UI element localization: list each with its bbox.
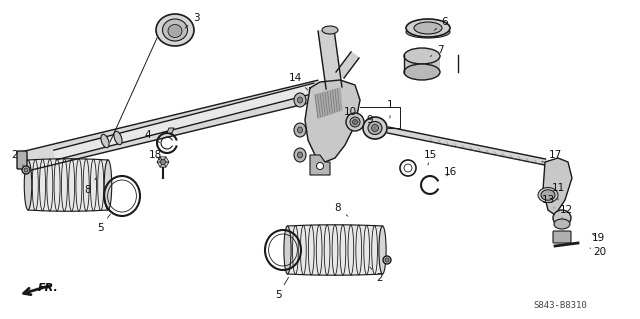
Ellipse shape <box>379 226 386 274</box>
Text: 8: 8 <box>335 203 348 216</box>
Polygon shape <box>160 162 166 167</box>
Text: 11: 11 <box>552 183 564 200</box>
Polygon shape <box>318 29 342 89</box>
Polygon shape <box>54 83 316 160</box>
Polygon shape <box>387 127 545 165</box>
Text: 13: 13 <box>541 195 555 208</box>
Text: 5: 5 <box>97 214 110 233</box>
Ellipse shape <box>353 120 358 124</box>
Polygon shape <box>163 162 169 167</box>
Ellipse shape <box>404 64 440 80</box>
Polygon shape <box>160 157 166 162</box>
Ellipse shape <box>406 19 450 37</box>
Ellipse shape <box>24 160 32 210</box>
Text: 9: 9 <box>367 115 375 128</box>
Ellipse shape <box>404 48 440 64</box>
Polygon shape <box>315 88 342 118</box>
Text: S843-B8310: S843-B8310 <box>533 300 587 309</box>
Ellipse shape <box>284 226 291 274</box>
Ellipse shape <box>371 124 378 131</box>
Ellipse shape <box>114 131 122 145</box>
Ellipse shape <box>294 93 306 107</box>
Polygon shape <box>163 157 169 162</box>
Ellipse shape <box>24 168 28 172</box>
Text: 16: 16 <box>444 167 456 177</box>
Ellipse shape <box>406 26 450 38</box>
Ellipse shape <box>363 117 387 139</box>
Ellipse shape <box>298 97 303 103</box>
Text: 2: 2 <box>370 267 383 283</box>
Ellipse shape <box>541 190 555 200</box>
Polygon shape <box>157 162 163 167</box>
Bar <box>404 54 440 72</box>
Ellipse shape <box>383 256 391 264</box>
Polygon shape <box>305 80 360 162</box>
Text: 10: 10 <box>344 107 358 122</box>
Ellipse shape <box>298 127 303 133</box>
Ellipse shape <box>298 152 303 158</box>
Polygon shape <box>543 158 572 215</box>
Text: 6: 6 <box>434 17 448 30</box>
Ellipse shape <box>22 166 30 174</box>
Ellipse shape <box>294 123 306 137</box>
Text: FR.: FR. <box>38 283 59 293</box>
FancyBboxPatch shape <box>17 151 27 169</box>
Text: 7: 7 <box>430 45 444 56</box>
Ellipse shape <box>317 162 323 169</box>
Ellipse shape <box>346 113 364 131</box>
Text: 17: 17 <box>542 150 562 162</box>
FancyBboxPatch shape <box>553 231 571 243</box>
Text: 4: 4 <box>145 130 159 143</box>
Ellipse shape <box>168 25 182 38</box>
Text: 18: 18 <box>148 150 162 160</box>
Ellipse shape <box>368 122 382 135</box>
Text: 20: 20 <box>590 247 607 257</box>
Text: 5: 5 <box>275 278 289 300</box>
Polygon shape <box>167 128 174 133</box>
Text: 1: 1 <box>387 100 394 118</box>
Ellipse shape <box>350 117 360 127</box>
Text: 8: 8 <box>84 178 96 195</box>
Text: 2: 2 <box>12 150 23 166</box>
Text: 15: 15 <box>424 150 436 165</box>
Ellipse shape <box>156 14 194 46</box>
Polygon shape <box>20 80 323 172</box>
Polygon shape <box>157 157 163 162</box>
Text: 19: 19 <box>591 233 605 243</box>
Ellipse shape <box>385 258 389 262</box>
Ellipse shape <box>163 19 188 41</box>
Polygon shape <box>287 225 383 275</box>
Ellipse shape <box>104 160 112 210</box>
Ellipse shape <box>538 188 558 203</box>
Polygon shape <box>310 155 330 175</box>
Polygon shape <box>336 52 359 78</box>
Ellipse shape <box>322 26 338 34</box>
Polygon shape <box>28 159 108 211</box>
Text: 3: 3 <box>185 13 199 28</box>
Ellipse shape <box>101 134 109 148</box>
Ellipse shape <box>161 160 166 165</box>
Ellipse shape <box>554 219 570 229</box>
Ellipse shape <box>294 148 306 162</box>
Text: 12: 12 <box>559 205 573 218</box>
Ellipse shape <box>414 22 442 34</box>
Ellipse shape <box>553 210 571 226</box>
Text: 14: 14 <box>289 73 308 90</box>
